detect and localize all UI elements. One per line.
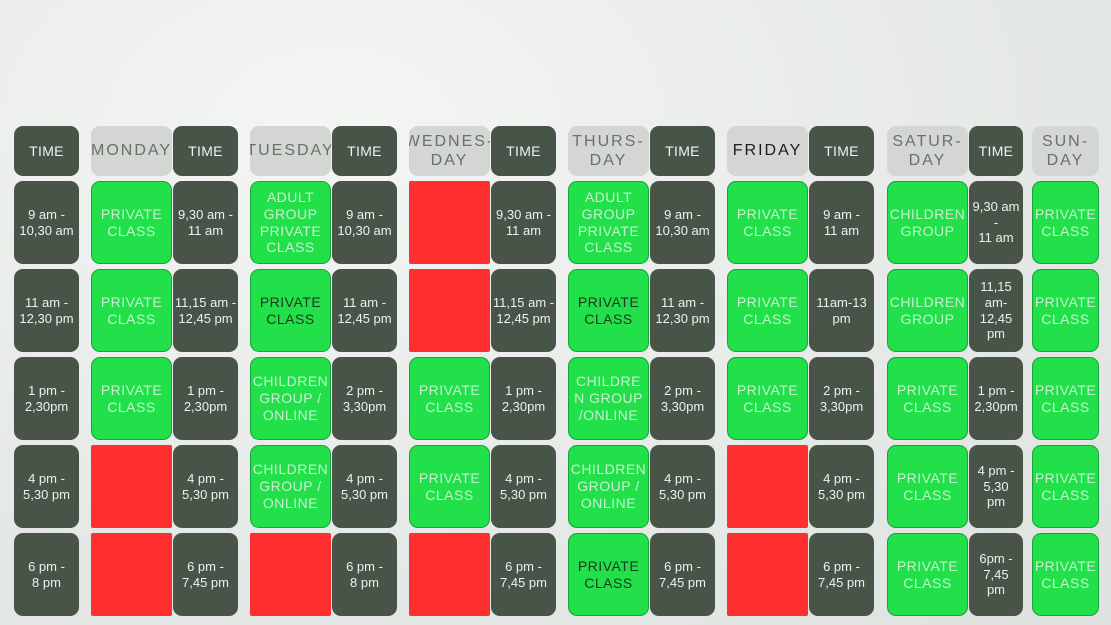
day-header-wednesday: WEDNES- DAY: [409, 126, 490, 176]
time-slot-thursday: 1 pm - 2,30pm: [491, 357, 556, 440]
available-class-slot[interactable]: ADULT GROUP PRIVATE CLASS: [250, 181, 331, 264]
time-slot-wednesday: 9 am - 10,30 am: [332, 181, 397, 264]
available-class-slot[interactable]: CHILDREN GROUP / ONLINE: [568, 445, 649, 528]
time-slot-friday: 2 pm - 3,30pm: [650, 357, 715, 440]
available-class-slot[interactable]: PRIVATE CLASS: [91, 357, 172, 440]
time-slot-saturday: 9 am - 11 am: [809, 181, 874, 264]
day-header-friday: FRIDAY: [727, 126, 808, 176]
time-slot-saturday: 11am-13 pm: [809, 269, 874, 352]
available-class-slot[interactable]: PRIVATE CLASS: [91, 269, 172, 352]
time-slot-monday: 11 am - 12,30 pm: [14, 269, 79, 352]
time-slot-friday: 11 am - 12,30 pm: [650, 269, 715, 352]
time-slot-wednesday: 2 pm - 3,30pm: [332, 357, 397, 440]
time-header: TIME: [173, 126, 238, 176]
time-header: TIME: [332, 126, 397, 176]
time-slot-thursday: 11,15 am - 12,45 pm: [491, 269, 556, 352]
available-class-slot[interactable]: PRIVATE CLASS: [568, 269, 649, 352]
available-class-slot[interactable]: CHILDRE N GROUP /ONLINE: [568, 357, 649, 440]
available-class-slot[interactable]: PRIVATE CLASS: [887, 357, 968, 440]
booked-slot: [409, 533, 490, 616]
time-slot-thursday: 6 pm - 7,45 pm: [491, 533, 556, 616]
available-class-slot[interactable]: PRIVATE CLASS: [1032, 533, 1099, 616]
available-class-slot[interactable]: PRIVATE CLASS: [887, 533, 968, 616]
time-slot-monday: 6 pm - 8 pm: [14, 533, 79, 616]
time-slot-thursday: 9,30 am - 11 am: [491, 181, 556, 264]
time-slot-sunday: 9,30 am - 11 am: [969, 181, 1023, 264]
available-class-slot[interactable]: PRIVATE CLASS: [887, 445, 968, 528]
available-class-slot[interactable]: PRIVATE CLASS: [1032, 357, 1099, 440]
time-slot-tuesday: 1 pm - 2,30pm: [173, 357, 238, 440]
time-slot-tuesday: 6 pm - 7,45 pm: [173, 533, 238, 616]
time-slot-sunday: 4 pm - 5,30 pm: [969, 445, 1023, 528]
time-slot-sunday: 1 pm - 2,30pm: [969, 357, 1023, 440]
day-header-sunday: SUN- DAY: [1032, 126, 1099, 176]
available-class-slot[interactable]: ADULT GROUP PRIVATE CLASS: [568, 181, 649, 264]
available-class-slot[interactable]: PRIVATE CLASS: [250, 269, 331, 352]
booked-slot: [91, 533, 172, 616]
time-header: TIME: [14, 126, 79, 176]
booked-slot: [409, 181, 490, 264]
available-class-slot[interactable]: PRIVATE CLASS: [1032, 181, 1099, 264]
time-slot-thursday: 4 pm - 5,30 pm: [491, 445, 556, 528]
available-class-slot[interactable]: PRIVATE CLASS: [568, 533, 649, 616]
time-slot-sunday: 6pm - 7,45 pm: [969, 533, 1023, 616]
time-slot-wednesday: 6 pm - 8 pm: [332, 533, 397, 616]
time-slot-tuesday: 9,30 am - 11 am: [173, 181, 238, 264]
time-header: TIME: [969, 126, 1023, 176]
available-class-slot[interactable]: PRIVATE CLASS: [91, 181, 172, 264]
time-slot-monday: 4 pm - 5,30 pm: [14, 445, 79, 528]
available-class-slot[interactable]: PRIVATE CLASS: [1032, 269, 1099, 352]
available-class-slot[interactable]: PRIVATE CLASS: [409, 445, 490, 528]
time-slot-saturday: 6 pm - 7,45 pm: [809, 533, 874, 616]
time-header: TIME: [650, 126, 715, 176]
available-class-slot[interactable]: CHILDREN GROUP / ONLINE: [250, 357, 331, 440]
available-class-slot[interactable]: CHILDREN GROUP / ONLINE: [250, 445, 331, 528]
booked-slot: [91, 445, 172, 528]
time-slot-friday: 4 pm - 5,30 pm: [650, 445, 715, 528]
day-header-tuesday: TUESDAY: [250, 126, 331, 176]
booked-slot: [727, 533, 808, 616]
available-class-slot[interactable]: PRIVATE CLASS: [727, 181, 808, 264]
booked-slot: [727, 445, 808, 528]
day-header-thursday: THURS- DAY: [568, 126, 649, 176]
time-slot-saturday: 4 pm - 5,30 pm: [809, 445, 874, 528]
time-slot-tuesday: 4 pm - 5,30 pm: [173, 445, 238, 528]
day-header-monday: MONDAY: [91, 126, 172, 176]
booked-slot: [250, 533, 331, 616]
available-class-slot[interactable]: PRIVATE CLASS: [727, 269, 808, 352]
available-class-slot[interactable]: PRIVATE CLASS: [1032, 445, 1099, 528]
time-slot-saturday: 2 pm - 3,30pm: [809, 357, 874, 440]
time-slot-friday: 6 pm - 7,45 pm: [650, 533, 715, 616]
available-class-slot[interactable]: PRIVATE CLASS: [727, 357, 808, 440]
available-class-slot[interactable]: CHILDREN GROUP: [887, 269, 968, 352]
time-header: TIME: [491, 126, 556, 176]
time-slot-sunday: 11,15 am- 12,45 pm: [969, 269, 1023, 352]
time-slot-friday: 9 am - 10,30 am: [650, 181, 715, 264]
time-slot-tuesday: 11,15 am - 12,45 pm: [173, 269, 238, 352]
time-header: TIME: [809, 126, 874, 176]
time-slot-monday: 1 pm - 2,30pm: [14, 357, 79, 440]
day-header-saturday: SATUR- DAY: [887, 126, 968, 176]
booked-slot: [409, 269, 490, 352]
time-slot-wednesday: 11 am - 12,45 pm: [332, 269, 397, 352]
available-class-slot[interactable]: PRIVATE CLASS: [409, 357, 490, 440]
time-slot-monday: 9 am - 10,30 am: [14, 181, 79, 264]
available-class-slot[interactable]: CHILDREN GROUP: [887, 181, 968, 264]
time-slot-wednesday: 4 pm - 5,30 pm: [332, 445, 397, 528]
